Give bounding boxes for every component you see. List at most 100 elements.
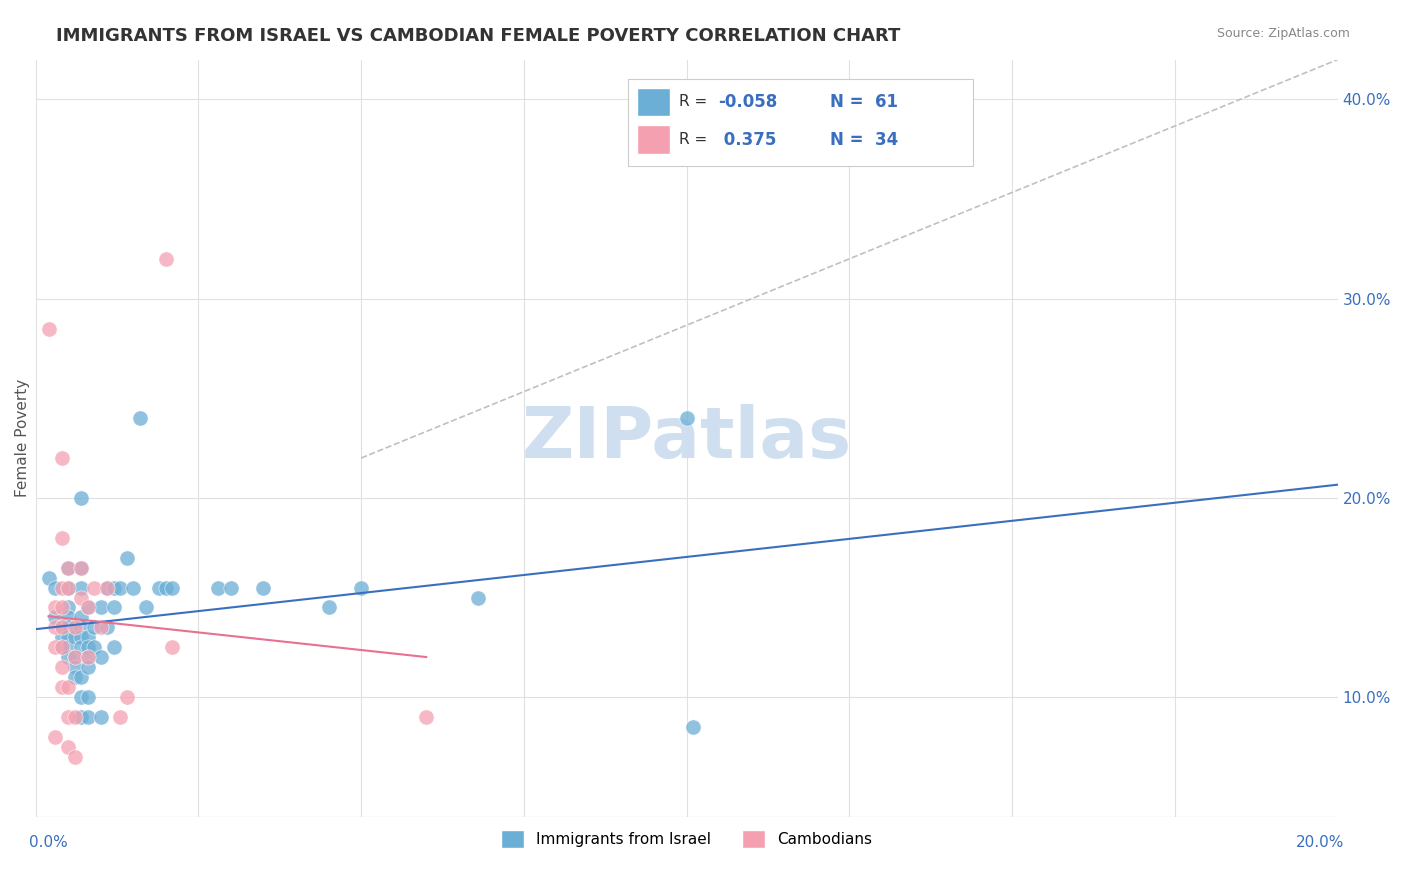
Point <box>51 620 73 634</box>
Point <box>76 640 98 655</box>
Text: Source: ZipAtlas.com: Source: ZipAtlas.com <box>1216 27 1350 40</box>
Point <box>44 730 66 744</box>
Point <box>76 631 98 645</box>
Point <box>44 620 66 634</box>
Text: ZIPatlas: ZIPatlas <box>522 404 852 473</box>
Point <box>51 531 73 545</box>
Point <box>103 581 125 595</box>
Point <box>51 640 73 655</box>
Point <box>76 690 98 705</box>
Point <box>51 451 73 466</box>
Point <box>56 581 79 595</box>
Point <box>76 600 98 615</box>
Bar <box>637 126 669 154</box>
Point <box>115 550 138 565</box>
Point <box>467 591 489 605</box>
Point <box>96 620 118 634</box>
Point <box>56 631 79 645</box>
Point <box>63 631 86 645</box>
Point <box>56 640 79 655</box>
Point <box>70 670 93 684</box>
Point <box>70 690 93 705</box>
Point <box>70 581 93 595</box>
Point <box>70 620 93 634</box>
Point <box>56 739 79 754</box>
Point <box>63 710 86 724</box>
Point <box>108 581 131 595</box>
Point <box>415 710 437 724</box>
Point <box>76 600 98 615</box>
Point <box>38 571 60 585</box>
Text: N =  34: N = 34 <box>830 131 898 149</box>
Point <box>56 560 79 574</box>
Point <box>51 640 73 655</box>
Point <box>70 640 93 655</box>
Point <box>56 610 79 624</box>
Point <box>56 680 79 694</box>
Point <box>70 631 93 645</box>
Point <box>350 581 373 595</box>
Text: R =: R = <box>679 132 711 147</box>
Point <box>90 620 112 634</box>
Point <box>63 650 86 665</box>
Point <box>44 640 66 655</box>
Point <box>90 650 112 665</box>
Text: 0.375: 0.375 <box>718 131 776 149</box>
Point <box>682 720 704 734</box>
Point <box>219 581 242 595</box>
Point <box>51 680 73 694</box>
Point <box>63 660 86 674</box>
Point <box>70 591 93 605</box>
Point <box>252 581 274 595</box>
Point <box>90 600 112 615</box>
Point <box>108 710 131 724</box>
Point <box>63 620 86 634</box>
Point <box>63 670 86 684</box>
Point <box>51 631 73 645</box>
Point <box>155 252 177 266</box>
Point <box>83 640 105 655</box>
Point <box>76 650 98 665</box>
Point <box>162 581 184 595</box>
Point <box>51 620 73 634</box>
Point <box>122 581 145 595</box>
Bar <box>637 87 669 116</box>
Point <box>70 491 93 505</box>
Point <box>83 581 105 595</box>
Text: 20.0%: 20.0% <box>1296 835 1344 850</box>
Point <box>51 660 73 674</box>
Point <box>63 650 86 665</box>
Point <box>115 690 138 705</box>
Text: -0.058: -0.058 <box>718 93 778 111</box>
Point <box>96 581 118 595</box>
Point <box>56 620 79 634</box>
Point <box>63 750 86 764</box>
Point <box>103 600 125 615</box>
Text: N =  61: N = 61 <box>830 93 898 111</box>
Point <box>135 600 157 615</box>
Point <box>96 581 118 595</box>
Point <box>56 650 79 665</box>
Point <box>38 321 60 335</box>
Point <box>207 581 229 595</box>
Point <box>148 581 170 595</box>
Point <box>162 640 184 655</box>
Point <box>70 560 93 574</box>
Point <box>44 581 66 595</box>
Point <box>70 710 93 724</box>
Point <box>76 660 98 674</box>
Point <box>76 650 98 665</box>
Point <box>90 710 112 724</box>
Point <box>318 600 340 615</box>
Point <box>70 610 93 624</box>
Point <box>44 600 66 615</box>
Point <box>56 710 79 724</box>
Point <box>83 620 105 634</box>
Text: R =: R = <box>679 95 711 110</box>
Point <box>76 710 98 724</box>
Text: 0.0%: 0.0% <box>28 835 67 850</box>
Y-axis label: Female Poverty: Female Poverty <box>15 379 30 497</box>
Text: IMMIGRANTS FROM ISRAEL VS CAMBODIAN FEMALE POVERTY CORRELATION CHART: IMMIGRANTS FROM ISRAEL VS CAMBODIAN FEMA… <box>56 27 901 45</box>
Point <box>51 600 73 615</box>
Point <box>155 581 177 595</box>
